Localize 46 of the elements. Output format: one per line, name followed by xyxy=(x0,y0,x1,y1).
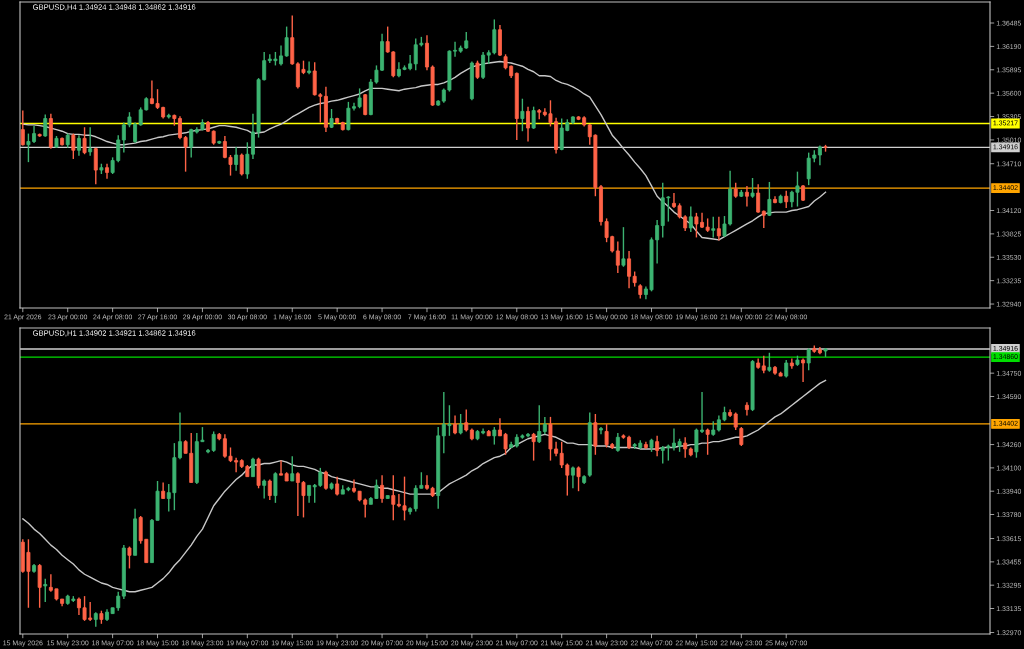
candlestick xyxy=(82,126,87,155)
candlestick xyxy=(290,455,295,482)
candlestick xyxy=(335,475,340,497)
candlestick xyxy=(531,432,536,462)
candlestick xyxy=(593,413,598,456)
candlestick xyxy=(88,126,93,157)
candlestick xyxy=(475,59,480,80)
candlestick xyxy=(526,105,530,143)
candlestick xyxy=(189,128,194,159)
candlestick xyxy=(323,470,328,491)
candlestick xyxy=(756,183,761,214)
candlestick xyxy=(71,132,76,160)
candlestick xyxy=(750,177,755,199)
candlestick xyxy=(537,404,542,444)
candlestick xyxy=(739,426,744,447)
candlestick xyxy=(705,427,710,456)
candlestick xyxy=(767,181,772,217)
candlestick xyxy=(655,435,660,457)
candlestick xyxy=(520,98,525,132)
candlestick xyxy=(380,474,385,504)
candlestick xyxy=(273,471,278,504)
candlestick xyxy=(531,105,536,130)
candlestick xyxy=(711,216,716,239)
candlestick xyxy=(391,474,396,522)
candlestick xyxy=(37,563,42,609)
candlestick xyxy=(93,147,98,186)
candlestick xyxy=(806,347,811,371)
candlestick xyxy=(621,226,626,268)
candlestick xyxy=(239,152,244,177)
candlestick xyxy=(20,109,25,147)
candlestick xyxy=(307,60,312,75)
candlestick xyxy=(615,240,620,274)
candlestick xyxy=(817,144,822,167)
candlestick xyxy=(76,134,81,157)
candlestick xyxy=(744,185,749,208)
candlestick xyxy=(43,577,48,603)
candlestick xyxy=(683,436,688,459)
candlestick xyxy=(570,465,575,489)
candlestick xyxy=(767,352,772,373)
candlestick xyxy=(481,51,486,80)
candlestick xyxy=(716,216,721,242)
candlestick xyxy=(576,465,581,492)
candlestick xyxy=(234,146,239,172)
candlestick xyxy=(615,432,620,453)
candlestick xyxy=(43,113,48,138)
candlestick xyxy=(688,205,693,233)
